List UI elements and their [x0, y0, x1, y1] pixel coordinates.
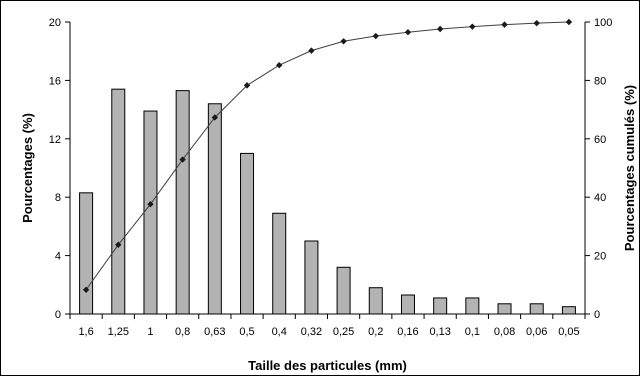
- cumulative-point: [436, 25, 444, 33]
- x-tick-label: 0,4: [272, 326, 287, 338]
- x-tick-label: 0,08: [494, 326, 515, 338]
- y-tick-label: 16: [49, 75, 61, 87]
- x-tick-label: 0,06: [526, 326, 547, 338]
- bar: [304, 240, 319, 315]
- cumulative-point: [243, 82, 251, 89]
- bar: [143, 110, 158, 315]
- y-tick-label: 20: [49, 17, 61, 29]
- x-tick-label: 0,1: [465, 326, 480, 338]
- cumulative-line-series: [82, 18, 573, 293]
- cumulative-point: [82, 286, 90, 293]
- y2-tick-label: 20: [594, 251, 606, 263]
- cumulative-point: [533, 19, 540, 27]
- tick-labels: 0 4 8 12 16 20 0 20 40 60 80 100 1,6 1,25 1 0,8 0,63 0,5 0…: [49, 17, 613, 338]
- cumulative-point: [308, 47, 315, 54]
- bar: [175, 90, 190, 315]
- x-tick-label: 0,63: [204, 326, 225, 338]
- bar: [561, 306, 576, 315]
- bar: [465, 297, 480, 315]
- x-axis-title: Taille des particules (mm): [248, 358, 407, 373]
- x-tick-label: 0,5: [239, 326, 254, 338]
- bar: [79, 192, 94, 315]
- cumulative-point: [469, 23, 476, 30]
- bar: [529, 303, 544, 315]
- bar: [400, 294, 415, 315]
- y2-tick-label: 0: [594, 309, 600, 321]
- y2-axis-title: Pourcentages cumulés (%): [622, 85, 637, 251]
- x-tick-label: 0,8: [175, 326, 190, 338]
- x-tick-label: 1: [147, 326, 153, 338]
- x-tick-label: 0,2: [368, 326, 383, 338]
- x-tick-label: 0,32: [301, 326, 322, 338]
- bar: [207, 103, 222, 315]
- y-tick-label: 4: [55, 251, 61, 263]
- cumulative-point: [340, 38, 347, 45]
- cumulative-point: [179, 156, 186, 163]
- bar: [497, 303, 512, 315]
- y2-tick-label: 40: [594, 192, 606, 204]
- x-tick-label: 1,6: [78, 326, 93, 338]
- x-tick-label: 1,25: [108, 326, 129, 338]
- cumulative-point: [211, 114, 219, 121]
- bar: [336, 266, 351, 315]
- x-tick-label: 0,13: [429, 326, 450, 338]
- cumulative-point: [565, 18, 573, 26]
- x-tick-label: 0,05: [558, 326, 579, 338]
- y-tick-label: 8: [55, 192, 61, 204]
- bar-series: [79, 88, 576, 315]
- bar: [433, 297, 448, 315]
- cumulative-point: [501, 21, 508, 28]
- y2-tick-label: 60: [594, 134, 606, 146]
- cumulative-line: [85, 21, 569, 291]
- cumulative-point: [276, 62, 283, 69]
- y-axis-title: Pourcentages (%): [20, 113, 35, 223]
- y-tick-label: 0: [55, 309, 61, 321]
- y2-tick-label: 100: [594, 17, 612, 29]
- cumulative-point: [115, 241, 122, 248]
- bar: [240, 152, 255, 315]
- cumulative-point: [404, 29, 412, 36]
- y-tick-label: 12: [49, 134, 61, 146]
- axes: [65, 21, 590, 319]
- bar: [272, 212, 287, 315]
- bar: [111, 88, 126, 315]
- cumulative-point: [147, 201, 154, 208]
- y2-tick-label: 80: [594, 75, 606, 87]
- x-tick-label: 0,25: [333, 326, 354, 338]
- cumulative-point: [372, 32, 379, 40]
- x-tick-label: 0,16: [397, 326, 418, 338]
- bar: [368, 287, 383, 315]
